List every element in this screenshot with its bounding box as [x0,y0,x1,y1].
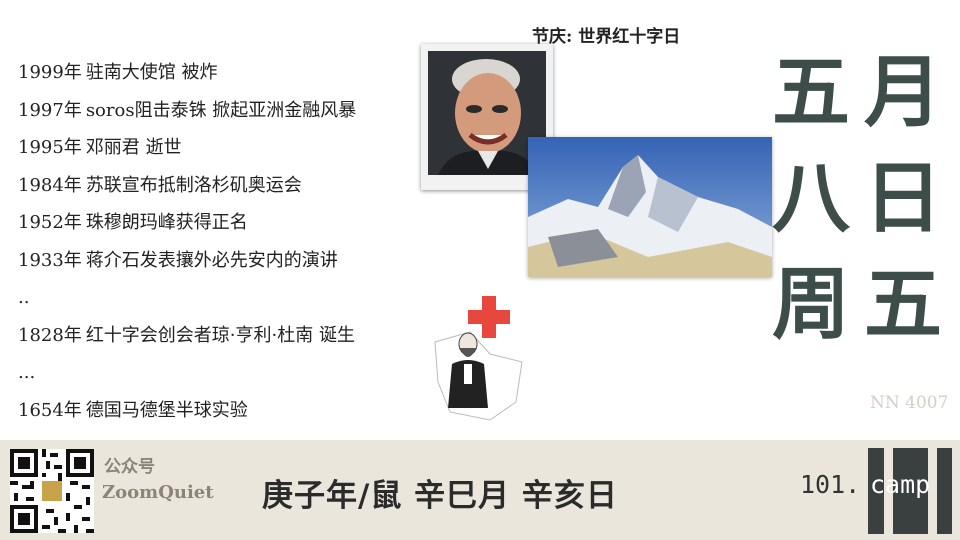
event-text: 邓丽君 逝世 [85,137,182,158]
qr-code-pattern [10,449,94,533]
big-date-left-column: 五 八 周 [766,40,856,358]
event-item: 1999年 驻南大使馆 被炸 [18,58,438,96]
logo-bar [928,448,937,534]
event-year: 1995年 [18,137,82,158]
event-text: 蒋介石发表攘外必先安内的演讲 [85,249,338,271]
serial-number: NN 4007 [870,393,949,413]
event-item: 1997年 soros阻击泰铢 掀起亚洲金融风暴 [18,96,438,134]
brand-prefix: 101. [800,470,861,499]
event-text: 苏联宣布抵制洛杉矶奥运会 [85,174,302,196]
event-item: 1952年 珠穆朗玛峰获得正名 [18,208,438,246]
festival-label: 节庆: [532,27,573,47]
big-date-char: 日 [863,153,942,244]
event-ellipsis: .. [18,283,438,321]
event-text: 德国马德堡半球实验 [85,399,248,421]
event-text: 红十字会创会者琼·亨利·杜南 诞生 [85,324,355,346]
festival-value: 世界红十字日 [578,27,681,47]
event-year: 1654年 [18,399,82,421]
event-list: 1999年 驻南大使馆 被炸 1997年 soros阻击泰铢 掀起亚洲金融风暴 19… [18,58,438,433]
event-text: ... [18,362,36,383]
big-date-right-column: 月 日 五 [858,40,948,358]
event-text: .. [18,287,30,308]
brand-suffix: camp [870,470,931,499]
festival-heading: 节庆: 世界红十字日 [532,22,680,47]
event-year: 1828年 [18,324,82,346]
event-item: 1933年 蒋介石发表攘外必先安内的演讲 [18,246,438,284]
portrait-photo [421,44,553,190]
event-year: 1984年 [18,174,82,196]
big-date-char: 月 [863,47,942,138]
event-text: 珠穆朗玛峰获得正名 [85,212,248,233]
event-year: 1933年 [18,249,82,271]
brand-logo [868,448,952,534]
footer-bar [0,440,960,540]
big-date-char: 周 [771,259,850,350]
event-item: 1654年 德国马德堡半球实验 [18,396,438,434]
account-label: 公众号 [104,457,155,477]
event-text: soros阻击泰铢 掀起亚洲金融风暴 [85,99,357,121]
account-name: ZoomQuiet [102,482,214,503]
big-date-char: 五 [771,47,850,138]
qr-code[interactable] [10,449,94,533]
event-item: 1828年 红十字会创会者琼·亨利·杜南 诞生 [18,321,438,359]
event-ellipsis: ... [18,358,438,396]
ganzhi-date: 庚子年/鼠 辛巳月 辛亥日 [262,478,618,514]
event-year: 1999年 [18,62,82,83]
dunant-sketch [430,282,530,424]
mountain-photo [528,137,772,277]
portrait-illustration [428,51,546,175]
event-item: 1984年 苏联宣布抵制洛杉矶奥运会 [18,171,438,209]
event-text: 驻南大使馆 被炸 [85,62,218,83]
mountain-illustration [528,137,772,277]
event-year: 1997年 [18,99,82,121]
event-year: 1952年 [18,212,82,233]
event-item: 1995年 邓丽君 逝世 [18,133,438,171]
big-date-char: 五 [863,259,942,350]
big-date-char: 八 [771,153,850,244]
sketch-illustration [434,296,523,421]
logo-bar [884,448,893,534]
